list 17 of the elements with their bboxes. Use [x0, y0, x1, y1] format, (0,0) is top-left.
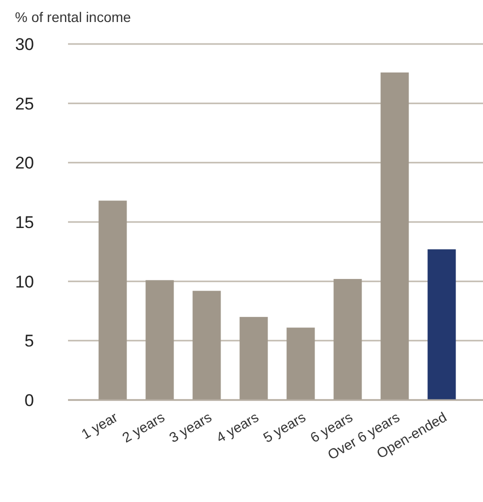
y-tick-label: 0 [24, 390, 34, 410]
x-tick-label: 1 year [78, 408, 120, 442]
bar [240, 316, 268, 400]
bar [146, 280, 174, 400]
y-tick-label: 10 [15, 272, 34, 292]
y-tick-label: 25 [15, 94, 34, 114]
bar [192, 290, 221, 400]
y-axis-title: % of rental income [15, 9, 132, 25]
y-tick-label: 15 [15, 212, 34, 232]
bar [428, 249, 456, 400]
bar [286, 328, 315, 400]
bar [334, 278, 362, 400]
bar [380, 72, 409, 400]
y-tick-label: 20 [15, 154, 34, 173]
y-tick-label: 30 [15, 34, 34, 54]
bar [98, 200, 127, 400]
y-tick-label: 5 [24, 332, 34, 351]
